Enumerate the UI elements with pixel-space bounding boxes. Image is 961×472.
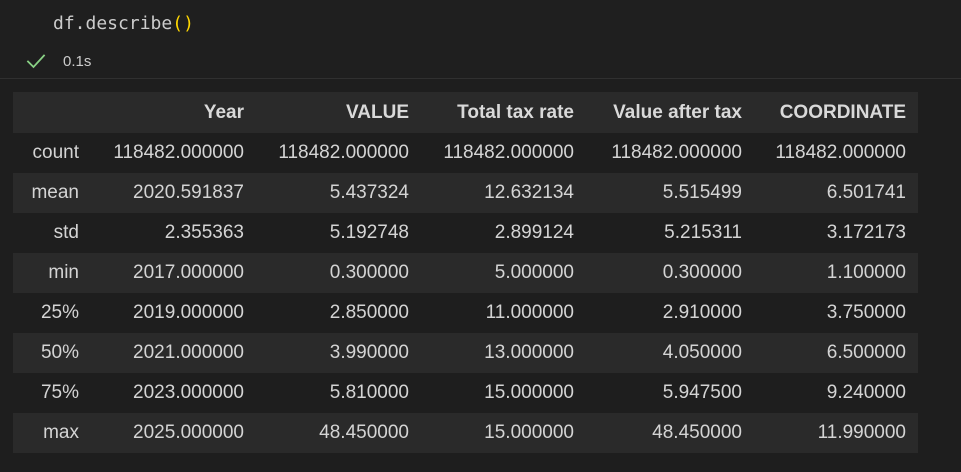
- table-cell: 2020.591837: [91, 173, 256, 213]
- row-index: 75%: [13, 373, 91, 413]
- column-header-coordinate: COORDINATE: [754, 92, 918, 133]
- table-cell: 3.990000: [256, 333, 421, 373]
- table-row: 50% 2021.000000 3.990000 13.000000 4.050…: [13, 333, 918, 373]
- row-index: count: [13, 133, 91, 173]
- column-header-total-tax-rate: Total tax rate: [421, 92, 586, 133]
- table-cell: 2.899124: [421, 213, 586, 253]
- row-index: min: [13, 253, 91, 293]
- table-cell: 48.450000: [256, 413, 421, 453]
- table-cell: 5.437324: [256, 173, 421, 213]
- table-cell: 2021.000000: [91, 333, 256, 373]
- execution-time: 0.1s: [63, 52, 92, 70]
- table-row: count 118482.000000 118482.000000 118482…: [13, 133, 918, 173]
- table-cell: 15.000000: [421, 413, 586, 453]
- table-cell: 2017.000000: [91, 253, 256, 293]
- table-row: 75% 2023.000000 5.810000 15.000000 5.947…: [13, 373, 918, 413]
- table-cell: 0.300000: [256, 253, 421, 293]
- column-header-value: VALUE: [256, 92, 421, 133]
- table-cell: 9.240000: [754, 373, 918, 413]
- code-text: df.describe: [53, 13, 173, 34]
- cell-output: Year VALUE Total tax rate Value after ta…: [13, 92, 918, 453]
- code-cell[interactable]: df.describe() 0.1s: [0, 0, 961, 79]
- row-index: mean: [13, 173, 91, 213]
- row-index: max: [13, 413, 91, 453]
- table-cell: 118482.000000: [421, 133, 586, 173]
- table-cell: 118482.000000: [256, 133, 421, 173]
- table-cell: 5.515499: [586, 173, 754, 213]
- table-cell: 6.500000: [754, 333, 918, 373]
- table-cell: 15.000000: [421, 373, 586, 413]
- table-cell: 5.215311: [586, 213, 754, 253]
- table-cell: 3.172173: [754, 213, 918, 253]
- column-header-value-after-tax: Value after tax: [586, 92, 754, 133]
- table-cell: 2023.000000: [91, 373, 256, 413]
- table-cell: 5.192748: [256, 213, 421, 253]
- table-cell: 3.750000: [754, 293, 918, 333]
- table-cell: 5.000000: [421, 253, 586, 293]
- table-cell: 5.810000: [256, 373, 421, 413]
- table-row: mean 2020.591837 5.437324 12.632134 5.51…: [13, 173, 918, 213]
- table-cell: 13.000000: [421, 333, 586, 373]
- table-cell: 12.632134: [421, 173, 586, 213]
- table-row: 25% 2019.000000 2.850000 11.000000 2.910…: [13, 293, 918, 333]
- table-row: min 2017.000000 0.300000 5.000000 0.3000…: [13, 253, 918, 293]
- table-cell: 6.501741: [754, 173, 918, 213]
- code-close-paren: ): [183, 13, 194, 34]
- table-cell: 2019.000000: [91, 293, 256, 333]
- check-icon: [26, 54, 46, 69]
- table-cell: 2025.000000: [91, 413, 256, 453]
- code-editor-line[interactable]: df.describe(): [53, 11, 194, 37]
- table-cell: 118482.000000: [586, 133, 754, 173]
- table-cell: 118482.000000: [754, 133, 918, 173]
- table-cell: 1.100000: [754, 253, 918, 293]
- row-index: std: [13, 213, 91, 253]
- table-cell: 5.947500: [586, 373, 754, 413]
- table-cell: 4.050000: [586, 333, 754, 373]
- table-cell: 2.910000: [586, 293, 754, 333]
- table-row: std 2.355363 5.192748 2.899124 5.215311 …: [13, 213, 918, 253]
- table-cell: 2.355363: [91, 213, 256, 253]
- code-open-paren: (: [172, 13, 184, 34]
- table-body: count 118482.000000 118482.000000 118482…: [13, 133, 918, 453]
- column-header-year: Year: [91, 92, 256, 133]
- table-cell: 48.450000: [586, 413, 754, 453]
- table-cell: 11.990000: [754, 413, 918, 453]
- row-index: 50%: [13, 333, 91, 373]
- table-cell: 2.850000: [256, 293, 421, 333]
- table-cell: 118482.000000: [91, 133, 256, 173]
- row-index: 25%: [13, 293, 91, 333]
- table-header-row: Year VALUE Total tax rate Value after ta…: [13, 92, 918, 133]
- table-cell: 0.300000: [586, 253, 754, 293]
- column-header-index: [13, 92, 91, 133]
- describe-table: Year VALUE Total tax rate Value after ta…: [13, 92, 918, 453]
- execution-status: 0.1s: [26, 50, 91, 72]
- table-cell: 11.000000: [421, 293, 586, 333]
- table-row: max 2025.000000 48.450000 15.000000 48.4…: [13, 413, 918, 453]
